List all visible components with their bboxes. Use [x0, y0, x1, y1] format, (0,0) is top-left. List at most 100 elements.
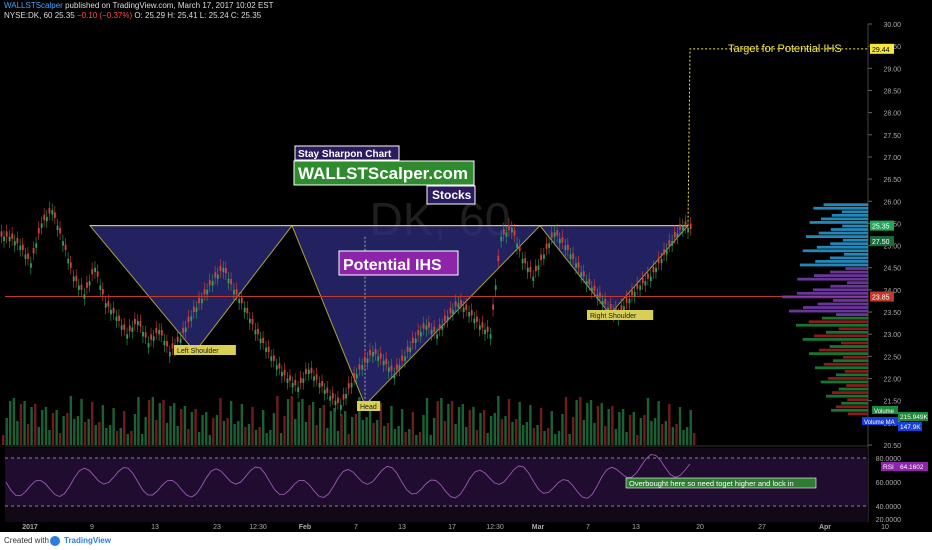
candle-body — [377, 356, 380, 361]
candle-body — [96, 271, 99, 277]
candle-body — [80, 284, 83, 290]
y-tick-label: 26.00 — [883, 199, 901, 206]
candle-body — [310, 367, 313, 373]
volume-bar — [112, 408, 115, 445]
candle-body — [187, 316, 190, 323]
volume-profile-bar — [815, 260, 868, 263]
volume-bar — [390, 406, 393, 445]
candle-body — [631, 290, 633, 296]
y-tick-label: 28.50 — [883, 88, 901, 95]
candle-body — [40, 223, 43, 228]
candle-body — [115, 316, 118, 321]
volume-profile-bar — [835, 313, 868, 317]
candle-body — [628, 298, 631, 304]
volume-bar — [115, 431, 119, 445]
volume-bar — [675, 424, 678, 445]
volume-profile-bar — [830, 270, 868, 274]
volume-label: Volume — [874, 409, 895, 415]
volume-bar — [500, 419, 504, 445]
candle-body — [599, 292, 601, 298]
target-line — [687, 48, 868, 226]
volume-bar — [586, 403, 589, 445]
candle-body — [78, 285, 80, 290]
footer-brand[interactable]: TradingView — [64, 536, 111, 545]
x-tick-label: 23 — [213, 524, 221, 531]
candle-body — [379, 353, 382, 359]
volume-profile-bar — [841, 341, 868, 345]
candle-body — [486, 326, 489, 332]
x-tick-label: 9 — [90, 524, 94, 531]
tradingview-logo-icon — [50, 536, 60, 546]
volume-bar — [646, 398, 650, 445]
candle-body — [476, 316, 478, 323]
target-price-badge: 29.44 — [872, 47, 890, 54]
candle-body — [331, 393, 334, 399]
candle-body — [342, 394, 345, 400]
candle-body — [682, 225, 684, 231]
volume-bar — [536, 425, 539, 445]
volume-bar — [147, 400, 151, 445]
volume-bar — [643, 415, 646, 445]
volume-profile-bar — [830, 242, 868, 246]
candle-body — [24, 254, 27, 259]
candle-body — [679, 224, 681, 230]
volume-bar — [51, 413, 55, 445]
candle-body — [110, 309, 112, 315]
candle-body — [420, 331, 422, 337]
candle-body — [441, 325, 444, 330]
volume-bar — [304, 422, 308, 445]
volume-profile-bar — [814, 366, 868, 370]
volume-bar — [66, 413, 69, 445]
candle-body — [585, 281, 588, 286]
candle-body — [307, 369, 310, 375]
x-tick-label: 13 — [398, 524, 406, 531]
volume-bar — [507, 399, 511, 445]
volume-bar — [611, 406, 614, 445]
candle-body — [321, 380, 324, 387]
candle-body — [249, 318, 251, 324]
volume-bar — [247, 424, 251, 445]
candle-body — [387, 367, 390, 372]
candle-body — [374, 348, 377, 355]
volume-bar — [233, 424, 236, 445]
volume-bar — [372, 423, 375, 445]
candle-body — [663, 249, 666, 255]
candle-body — [668, 240, 671, 246]
candle-body — [238, 298, 241, 304]
symbol[interactable]: NYSE:DK, 60 — [4, 11, 53, 20]
volume-profile-bar — [799, 263, 868, 267]
volume-bar — [543, 431, 546, 445]
volume-bar — [636, 435, 639, 445]
volume-bar — [522, 425, 525, 445]
last-price-badge: 25.35 — [872, 224, 890, 231]
candle-body — [660, 258, 663, 264]
volume-bar — [440, 398, 443, 445]
volume-bar — [340, 414, 343, 445]
candle-body — [201, 298, 203, 304]
publisher-name[interactable]: WALLSTScalper — [4, 1, 63, 10]
volume-bar — [650, 421, 653, 445]
candle-body — [43, 214, 46, 221]
publish-line: WALLSTScalper published on TradingView.c… — [4, 1, 274, 10]
volume-bar — [215, 415, 219, 445]
candle-body — [489, 334, 492, 339]
candle-body — [13, 241, 16, 246]
volume-bar — [279, 433, 283, 445]
candle-body — [219, 265, 222, 272]
candle-body — [3, 236, 5, 242]
candle-body — [422, 323, 425, 329]
left-shoulder-label-bg — [174, 345, 236, 355]
candle-body — [532, 276, 535, 282]
candle-body — [35, 243, 38, 248]
volume-profile-bar — [838, 327, 868, 331]
candle-body — [513, 230, 516, 236]
volume-bar — [212, 418, 215, 445]
volume-bar — [600, 403, 603, 445]
volume-bar — [83, 422, 87, 445]
candle-body — [155, 327, 158, 334]
candle-body — [107, 301, 110, 307]
volume-bar — [226, 418, 229, 445]
candle-body — [625, 297, 628, 303]
volume-bar — [472, 407, 475, 445]
